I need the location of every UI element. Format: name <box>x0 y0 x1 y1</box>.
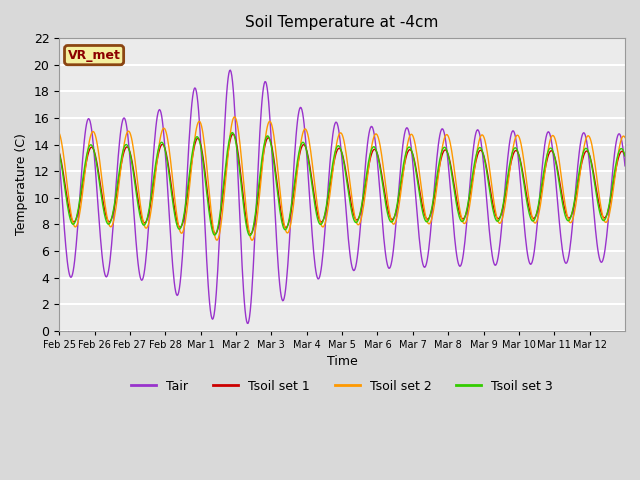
Tair <box>55 155 63 161</box>
X-axis label: Time: Time <box>326 355 358 369</box>
Tair <box>226 68 234 73</box>
Tair <box>255 144 263 149</box>
Tair <box>276 288 284 294</box>
Line: Tsoil set 3: Tsoil set 3 <box>59 132 625 236</box>
Title: Soil Temperature at -4cm: Soil Temperature at -4cm <box>245 15 439 30</box>
Tsoil set 3 <box>402 150 410 156</box>
Tsoil set 2 <box>122 134 129 140</box>
Tsoil set 3 <box>226 136 234 142</box>
Line: Tair: Tair <box>59 70 625 324</box>
Tsoil set 2 <box>402 151 410 156</box>
Tsoil set 3 <box>434 169 442 175</box>
Tsoil set 1 <box>434 174 442 180</box>
Tair <box>402 126 410 132</box>
Tsoil set 1 <box>402 155 410 161</box>
Tsoil set 1 <box>621 153 629 158</box>
Tsoil set 3 <box>55 150 63 156</box>
Tsoil set 1 <box>247 231 255 237</box>
Tsoil set 2 <box>248 237 256 243</box>
Tair <box>122 118 129 124</box>
Tsoil set 3 <box>621 153 629 159</box>
Tsoil set 1 <box>226 141 234 146</box>
Tsoil set 2 <box>255 197 263 203</box>
Tsoil set 3 <box>255 180 263 185</box>
Line: Tsoil set 1: Tsoil set 1 <box>59 134 625 234</box>
Tair <box>434 148 442 154</box>
Tsoil set 2 <box>226 136 234 142</box>
Tsoil set 2 <box>231 114 239 120</box>
Tsoil set 1 <box>55 149 63 155</box>
Text: VR_met: VR_met <box>68 48 120 61</box>
Tsoil set 1 <box>255 186 263 192</box>
Tsoil set 2 <box>55 130 63 136</box>
Tsoil set 1 <box>276 206 284 212</box>
Legend: Tair, Tsoil set 1, Tsoil set 2, Tsoil set 3: Tair, Tsoil set 1, Tsoil set 2, Tsoil se… <box>126 375 558 398</box>
Tair <box>621 163 629 169</box>
Tsoil set 3 <box>246 233 254 239</box>
Tsoil set 1 <box>122 145 129 151</box>
Tsoil set 2 <box>434 178 442 184</box>
Tsoil set 2 <box>276 193 284 199</box>
Tsoil set 1 <box>229 131 237 137</box>
Line: Tsoil set 2: Tsoil set 2 <box>59 117 625 240</box>
Tair <box>244 321 252 326</box>
Tsoil set 3 <box>122 142 129 148</box>
Y-axis label: Temperature (C): Temperature (C) <box>15 133 28 235</box>
Tsoil set 2 <box>621 134 629 140</box>
Tair <box>227 67 234 73</box>
Tsoil set 3 <box>228 130 236 135</box>
Tsoil set 3 <box>276 212 284 217</box>
